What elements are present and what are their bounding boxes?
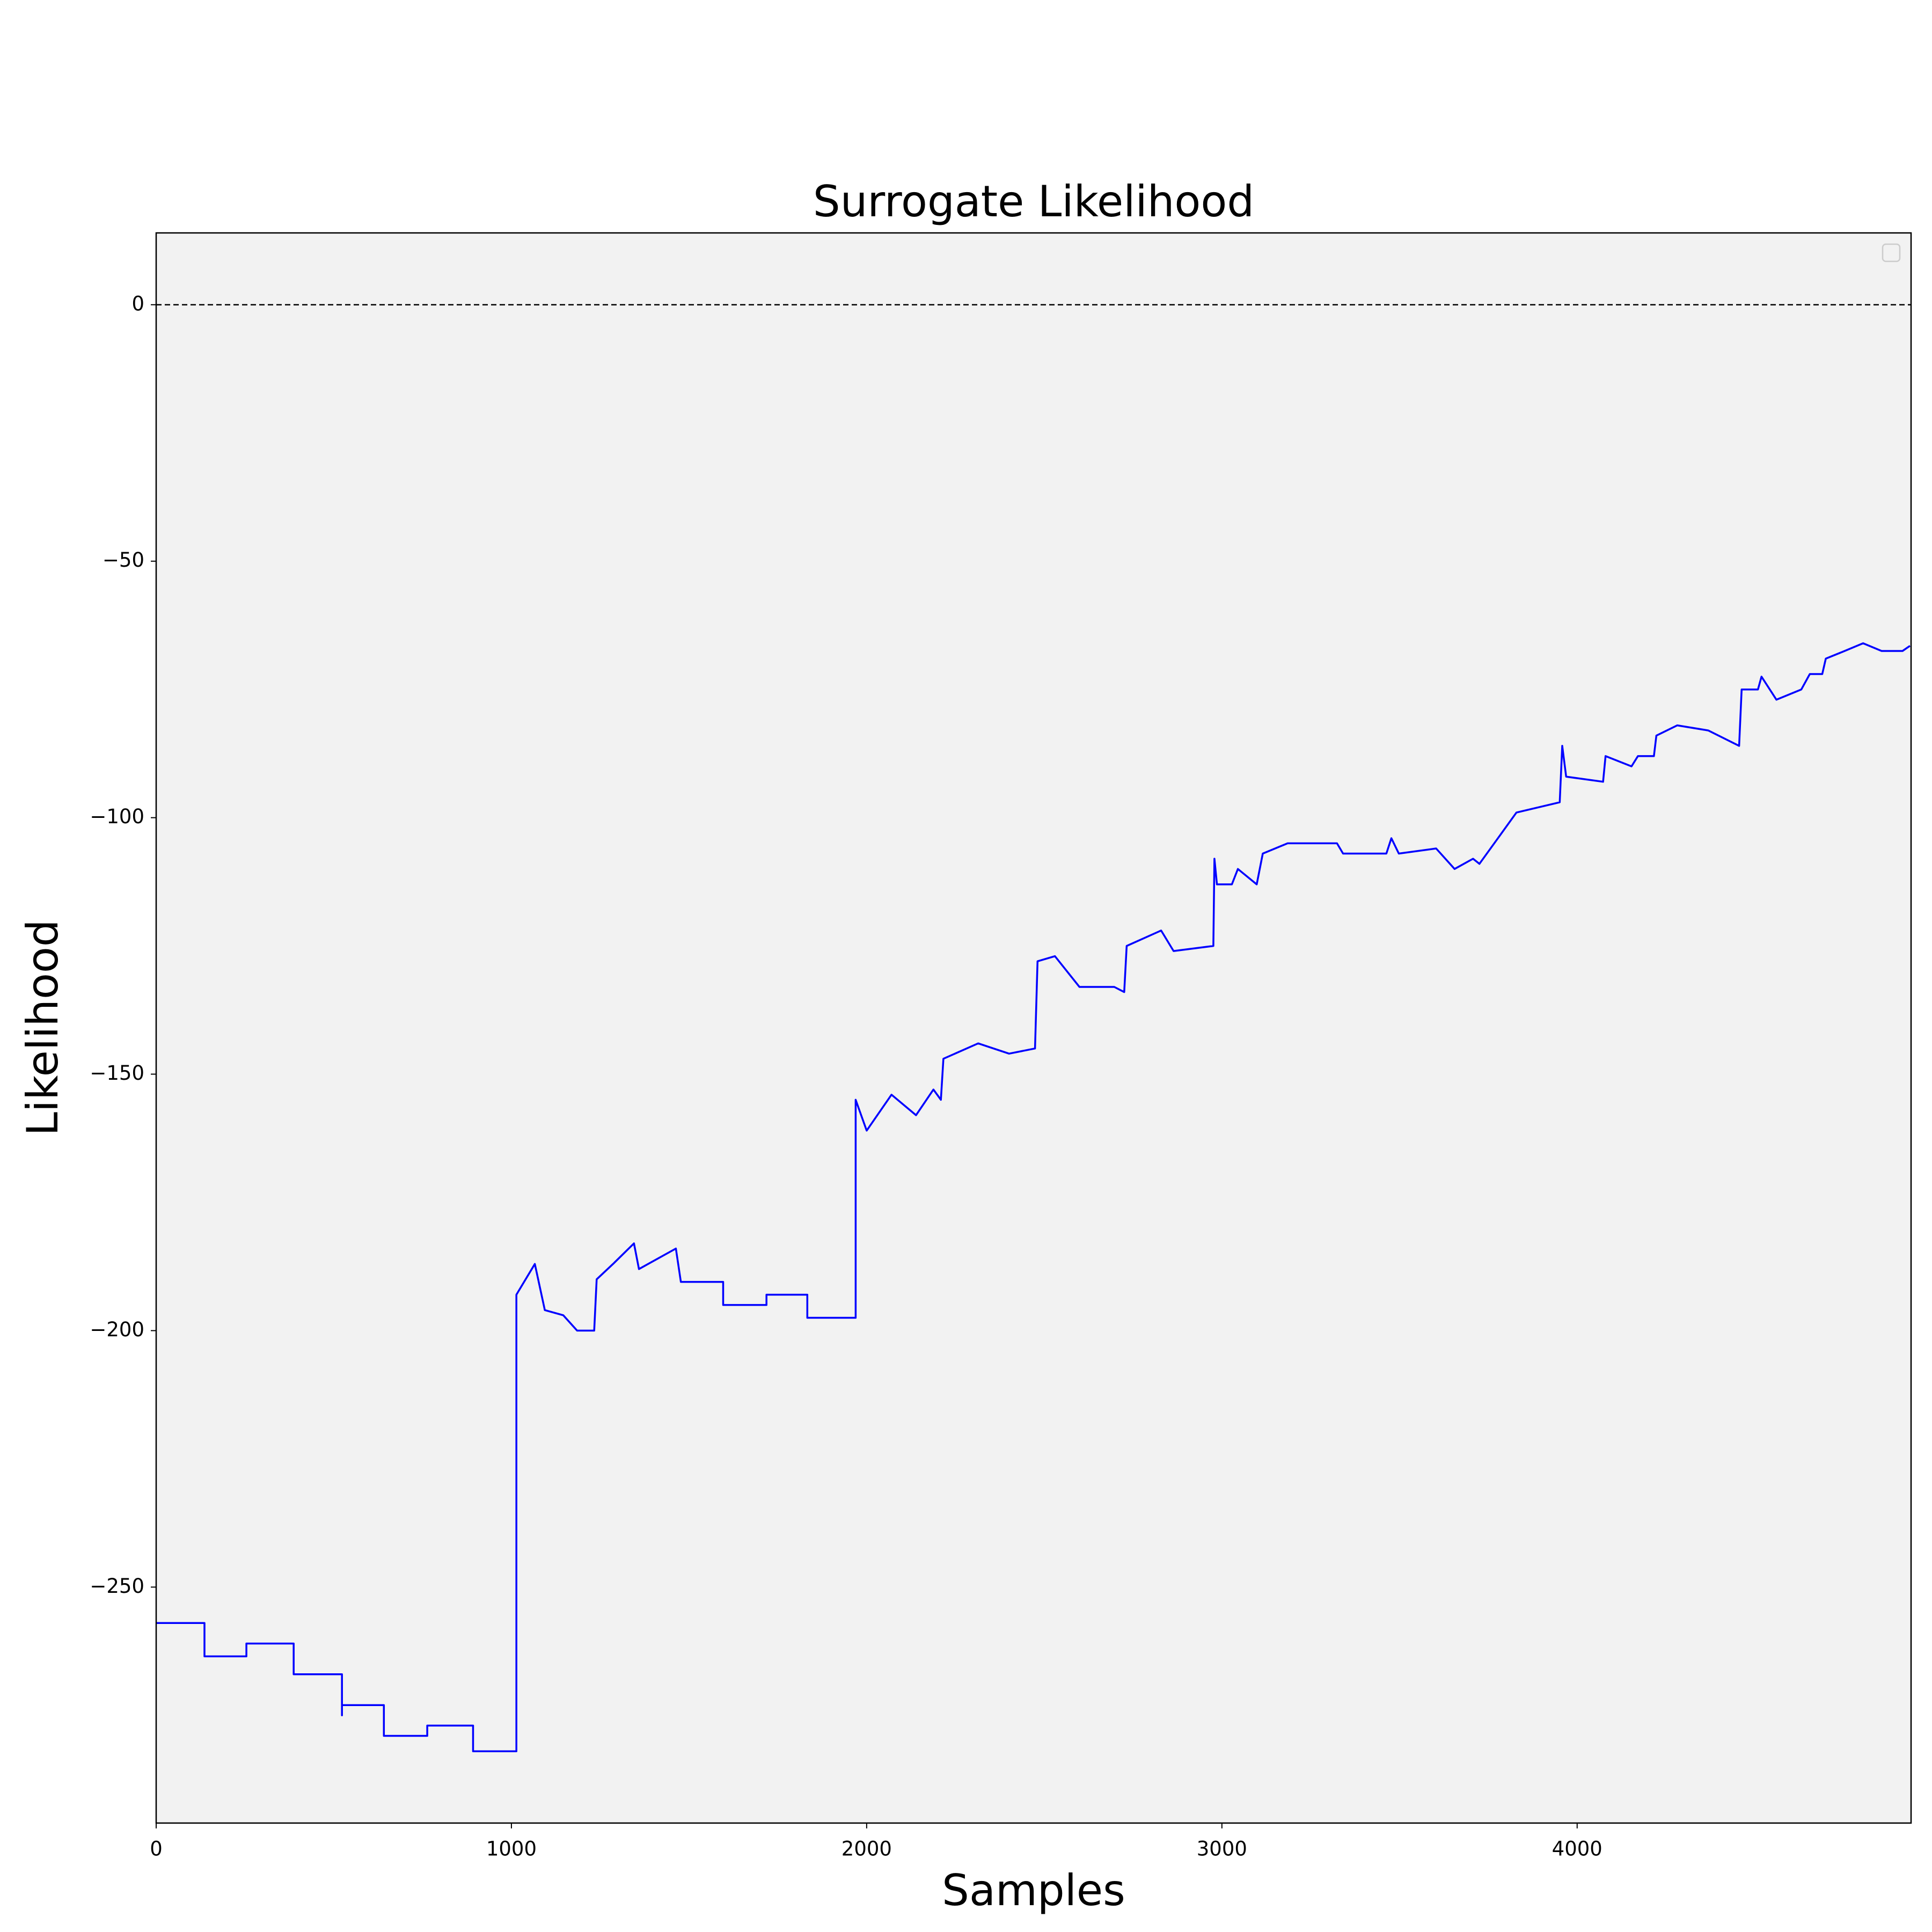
x-tick-label: 3000 (1197, 1838, 1247, 1861)
y-axis-label: Likelihood (18, 919, 68, 1136)
y-tick-label: −100 (90, 805, 144, 828)
plot-frame (155, 232, 1912, 1824)
chart-title: Surrogate Likelihood (813, 177, 1254, 226)
y-tick-label: −250 (90, 1575, 144, 1598)
x-axis-label: Samples (942, 1865, 1125, 1915)
x-tick-label: 0 (150, 1838, 163, 1861)
y-tick-label: −150 (90, 1062, 144, 1085)
x-tick-label: 1000 (486, 1838, 537, 1861)
x-tick-label: 4000 (1552, 1838, 1602, 1861)
legend-box (1882, 243, 1901, 262)
y-tick-label: 0 (131, 292, 144, 315)
data-line (156, 642, 1911, 1752)
y-tick-label: −200 (90, 1318, 144, 1341)
y-tick-label: −50 (103, 548, 144, 572)
x-tick-label: 2000 (841, 1838, 892, 1861)
plot-background (156, 233, 1911, 1823)
